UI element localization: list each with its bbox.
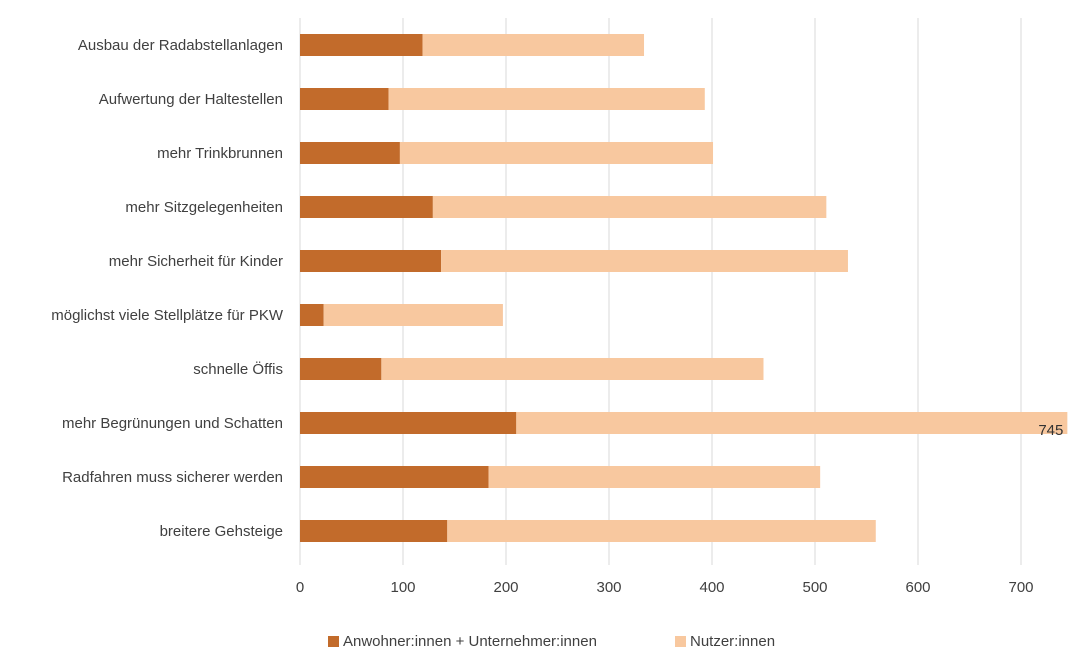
bar-segment-nutzer: [323, 304, 503, 326]
category-label: mehr Sicherheit für Kinder: [109, 253, 283, 270]
x-tick-label: 400: [699, 579, 724, 596]
category-label: mehr Trinkbrunnen: [157, 145, 283, 162]
bar-segment-anwohner: [300, 466, 489, 488]
bar-segment-nutzer: [422, 34, 645, 56]
bar-segment-anwohner: [300, 412, 517, 434]
bar-segment-anwohner: [300, 304, 324, 326]
bar-segment-anwohner: [300, 358, 382, 380]
category-label: breitere Gehsteige: [160, 523, 283, 540]
bar-segment-nutzer: [516, 412, 1068, 434]
bar-segment-anwohner: [300, 142, 400, 164]
category-label: mehr Begrünungen und Schatten: [62, 415, 283, 432]
bar-segment-nutzer: [447, 520, 876, 542]
bar-segment-nutzer: [488, 466, 821, 488]
category-label: Aufwertung der Haltestellen: [99, 91, 283, 108]
data-label: 745: [1038, 422, 1063, 439]
legend-swatch: [328, 636, 339, 647]
x-axis-ticks: 0 100 200 300 400 500 600 700: [296, 579, 1034, 596]
x-tick-label: 600: [905, 579, 930, 596]
bar-segment-anwohner: [300, 250, 442, 272]
category-label: schnelle Öffis: [193, 360, 283, 378]
category-label: Ausbau der Radabstellanlagen: [78, 37, 283, 54]
bar-segment-nutzer: [432, 196, 827, 218]
bar-segment-nutzer: [441, 250, 848, 272]
x-tick-label: 100: [390, 579, 415, 596]
category-label: mehr Sitzgelegenheiten: [125, 199, 283, 216]
category-label: Radfahren muss sicherer werden: [62, 469, 283, 486]
x-tick-label: 300: [596, 579, 621, 596]
legend: Anwohner:innen + Unternehmer:innen Nutzer…: [328, 633, 775, 650]
x-tick-label: 500: [802, 579, 827, 596]
category-label: möglichst viele Stellplätze für PKW: [51, 307, 284, 324]
x-tick-label: 0: [296, 579, 304, 596]
legend-label: Nutzer:innen: [690, 633, 775, 650]
x-tick-label: 200: [493, 579, 518, 596]
bar-segment-anwohner: [300, 88, 389, 110]
legend-swatch: [675, 636, 686, 647]
bar-segment-nutzer: [388, 88, 705, 110]
bar-segment-anwohner: [300, 34, 423, 56]
data-labels: 745: [1038, 422, 1063, 439]
category-labels: Ausbau der Radabstellanlagen Aufwertung d…: [51, 37, 284, 540]
legend-label: Anwohner:innen + Unternehmer:innen: [343, 633, 597, 650]
bar-segment-nutzer: [381, 358, 764, 380]
bar-segment-anwohner: [300, 196, 433, 218]
bars: [300, 34, 1068, 542]
bar-segment-nutzer: [399, 142, 714, 164]
bar-segment-anwohner: [300, 520, 448, 542]
x-tick-label: 700: [1008, 579, 1033, 596]
